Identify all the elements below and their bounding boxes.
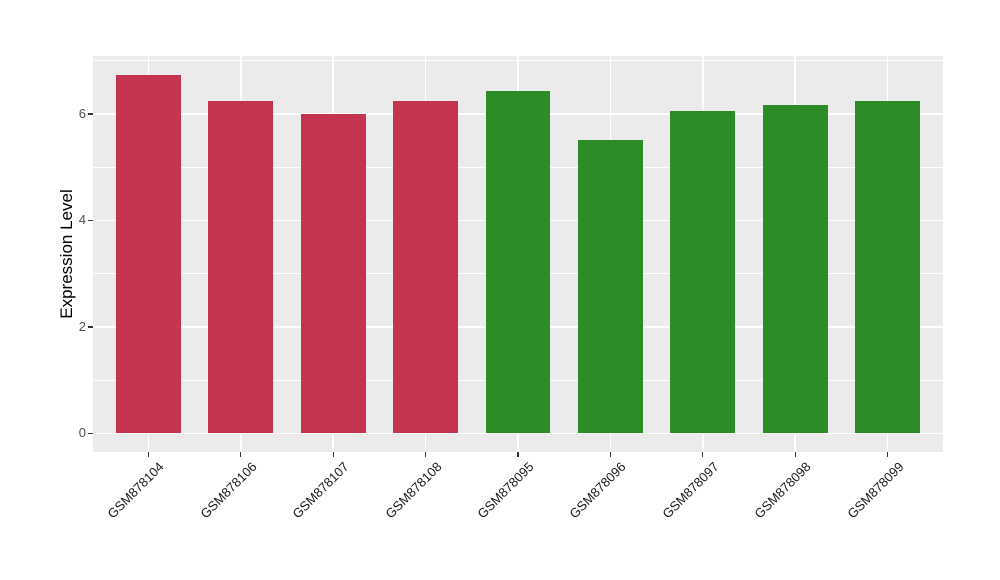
y-tick-label: 0 — [78, 425, 86, 441]
x-tick-label: GSM878104 — [104, 459, 168, 522]
bar — [208, 101, 274, 434]
y-tick-mark — [88, 113, 93, 115]
y-axis-title: Expression Level — [57, 189, 76, 319]
x-tick-mark — [425, 452, 427, 457]
x-tick-label: GSM878095 — [474, 459, 537, 522]
x-tick-label: GSM878097 — [659, 459, 722, 522]
x-tick-label: GSM878096 — [566, 459, 630, 522]
y-tick-mark — [88, 432, 93, 434]
x-tick-label: GSM878099 — [843, 459, 907, 522]
bar — [485, 90, 551, 434]
bar — [393, 101, 458, 434]
bar — [116, 74, 181, 434]
x-tick-mark — [609, 452, 611, 457]
x-tick-mark — [702, 452, 704, 457]
y-tick-mark — [88, 326, 93, 328]
y-tick-label: 6 — [78, 106, 86, 122]
bar — [300, 114, 366, 434]
x-tick-mark — [886, 452, 889, 457]
y-tick-label: 4 — [78, 212, 86, 228]
bar — [578, 140, 643, 434]
x-tick-mark — [147, 452, 150, 457]
x-tick-label: GSM878108 — [381, 459, 445, 522]
x-tick-mark — [332, 452, 334, 457]
x-tick-label: GSM878107 — [289, 459, 352, 522]
bar — [762, 104, 828, 434]
x-tick-mark — [794, 452, 796, 457]
bar — [855, 101, 920, 434]
x-tick-mark — [517, 452, 519, 457]
x-tick-mark — [240, 452, 242, 457]
x-tick-label: GSM878098 — [751, 459, 814, 522]
y-tick-mark — [88, 219, 93, 222]
bar — [670, 110, 736, 434]
x-tick-label: GSM878106 — [197, 459, 260, 522]
y-tick-label: 2 — [78, 318, 86, 334]
